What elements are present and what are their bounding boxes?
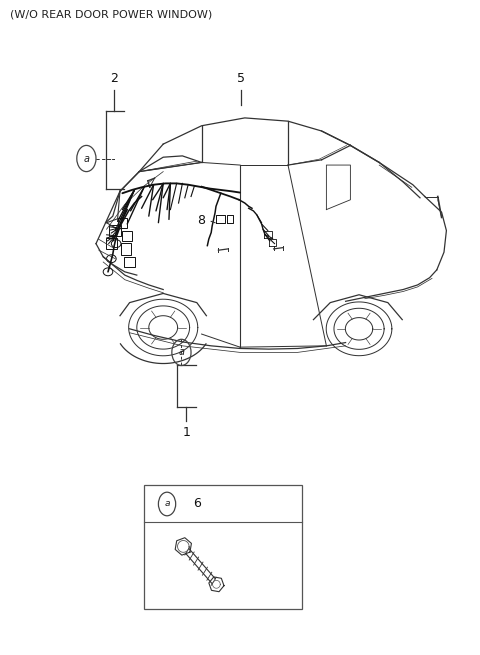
Text: 6: 6 <box>193 498 201 510</box>
Bar <box>124 257 135 267</box>
Bar <box>109 225 121 236</box>
Text: (W/O REAR DOOR POWER WINDOW): (W/O REAR DOOR POWER WINDOW) <box>10 10 212 20</box>
Text: 2: 2 <box>110 72 118 85</box>
Text: 8: 8 <box>197 214 205 227</box>
Text: a: a <box>84 153 89 164</box>
Bar <box>121 243 131 255</box>
Text: 5: 5 <box>237 72 245 85</box>
Text: a: a <box>179 347 184 358</box>
Text: 1: 1 <box>182 426 190 439</box>
Bar <box>118 217 127 227</box>
Bar <box>106 238 117 249</box>
Text: a: a <box>164 500 170 508</box>
Bar <box>144 485 302 609</box>
Bar <box>122 231 132 241</box>
